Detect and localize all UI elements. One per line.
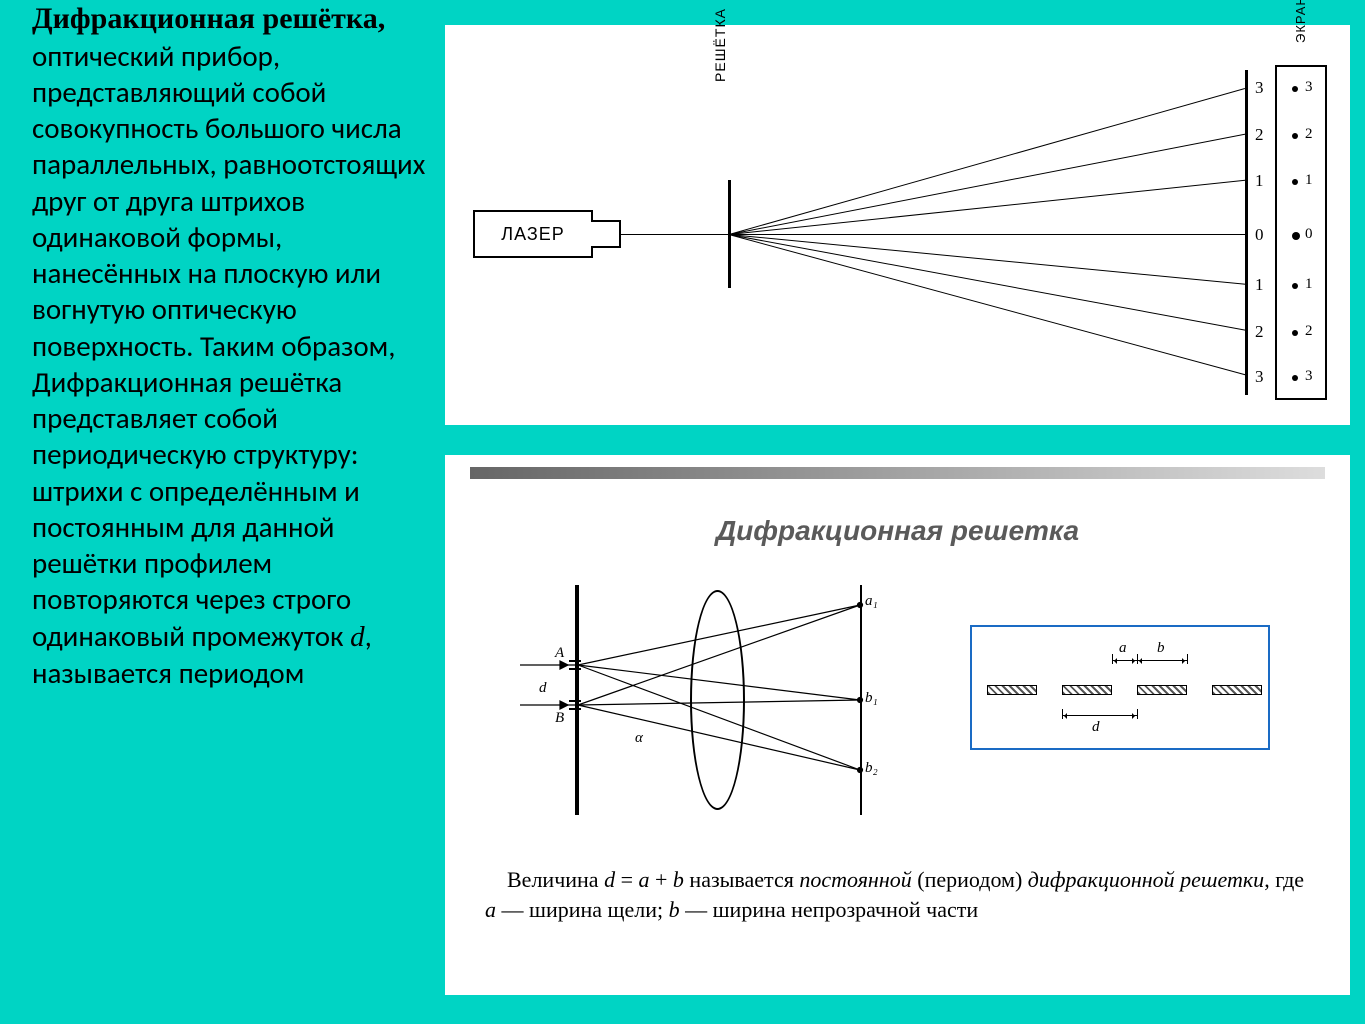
optics-sketch: A B d α a₁ b₁ b₂ — [515, 585, 905, 825]
opaque-strip — [1137, 685, 1187, 695]
label-b: b — [1157, 640, 1165, 657]
opaque-strip — [1062, 685, 1112, 695]
definition-title: Дифракционная решётка, — [32, 2, 385, 35]
label-d: d — [539, 680, 547, 697]
screen-dot-label: 3 — [1305, 368, 1313, 385]
symbol-d: d — [350, 621, 365, 653]
period-definition-text: Величина d = a + b называется постоянной… — [485, 865, 1315, 924]
order-number: 1 — [1255, 171, 1264, 191]
label-d2: d — [1092, 719, 1100, 736]
label-A: A — [555, 645, 564, 662]
order-number: 3 — [1255, 78, 1264, 98]
diffraction-ray — [729, 234, 1246, 375]
order-number: 0 — [1255, 225, 1264, 245]
definition-body-pre: оптический прибор, представляющий собой … — [32, 38, 425, 654]
label-a: a — [1119, 640, 1127, 657]
order-number: 2 — [1255, 322, 1264, 342]
opaque-strip — [1212, 685, 1262, 695]
order-number: 2 — [1255, 125, 1264, 145]
laser-box: ЛАЗЕР — [473, 210, 593, 258]
screen-dot — [1292, 283, 1298, 289]
diffraction-ray — [729, 134, 1246, 235]
screen-dot-label: 0 — [1305, 226, 1313, 243]
dim-arrow-a — [1112, 660, 1137, 661]
laser-tip — [591, 220, 621, 248]
top-diagram-panel: ЛАЗЕР РЕШЁТКА ЭКРАН 33221100112233 — [445, 25, 1350, 425]
screen-dot — [1292, 179, 1298, 185]
label-a1: a₁ — [865, 593, 878, 610]
period-schematic: a b d — [970, 625, 1270, 750]
label-b2: b₂ — [865, 760, 878, 777]
screen-box — [1275, 65, 1327, 400]
screen-dot-label: 1 — [1305, 172, 1313, 189]
order-number: 3 — [1255, 367, 1264, 387]
diffraction-ray — [729, 180, 1245, 235]
bottom-diagram-panel: Дифракционная решетка — [445, 455, 1350, 995]
diffraction-ray — [729, 88, 1245, 235]
screen-dot — [1292, 232, 1300, 240]
beam-to-grating — [621, 234, 729, 235]
diffraction-ray — [729, 234, 1245, 331]
dim-arrow-b — [1137, 660, 1187, 661]
screen-dot-label: 2 — [1305, 126, 1313, 143]
screen-dot — [1292, 86, 1298, 92]
screen-dot — [1292, 133, 1298, 139]
ray-lines — [515, 585, 905, 825]
screen-dot — [1292, 375, 1298, 381]
definition-text: Дифракционная решётка, оптический прибор… — [32, 0, 427, 691]
label-alpha: α — [635, 730, 643, 747]
order-number: 1 — [1255, 275, 1264, 295]
opaque-strip — [987, 685, 1037, 695]
bottom-title: Дифракционная решетка — [445, 515, 1350, 547]
screen-dot — [1292, 330, 1298, 336]
screen-label: ЭКРАН — [1293, 0, 1308, 43]
screen-plane — [1245, 70, 1248, 395]
screen-dot-label: 2 — [1305, 323, 1313, 340]
diffraction-ray — [729, 234, 1246, 285]
screen-dot-label: 1 — [1305, 276, 1313, 293]
diffraction-ray — [729, 234, 1245, 235]
label-b1: b₁ — [865, 690, 878, 707]
screen-dot-label: 3 — [1305, 79, 1313, 96]
dim-arrow-d — [1062, 715, 1137, 716]
grating-label: РЕШЁТКА — [712, 0, 728, 90]
gradient-bar — [470, 467, 1325, 479]
label-B: B — [555, 710, 564, 727]
